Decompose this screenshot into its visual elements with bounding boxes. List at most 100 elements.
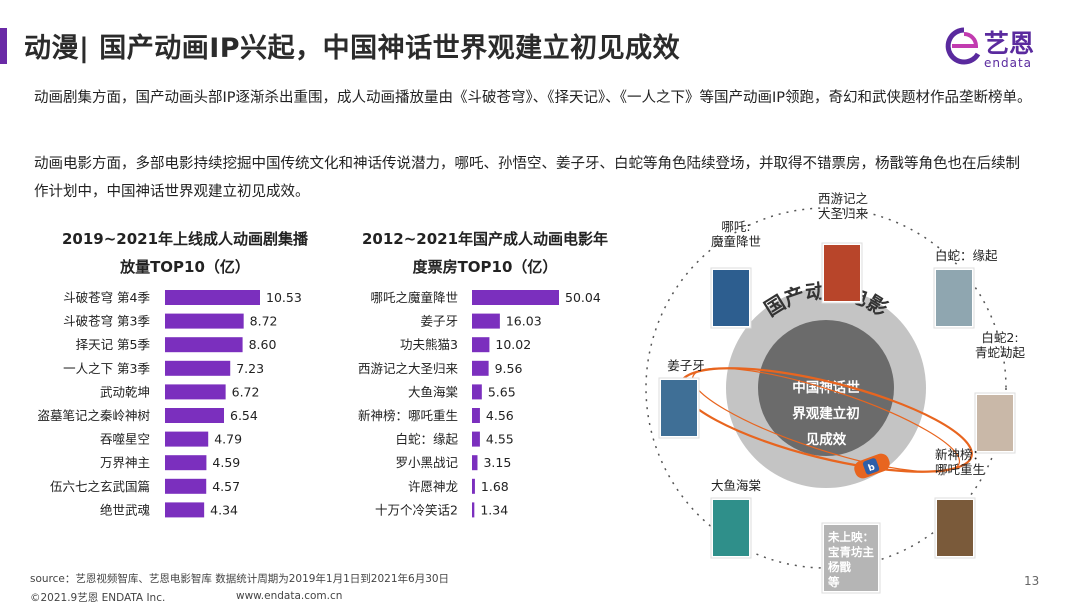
capsule-icon: b bbox=[854, 453, 890, 479]
chart2-value-label: 1.68 bbox=[481, 479, 509, 494]
film-label-line2: 青蛇劫起 bbox=[975, 345, 1026, 360]
svg-text:b: b bbox=[867, 462, 877, 474]
chart2-bar bbox=[472, 337, 490, 353]
chart2-value-label: 9.56 bbox=[495, 361, 523, 376]
right-chart-title-line1: 2012~2021年国产成人动画电影年 bbox=[361, 230, 609, 248]
film-node: 哪吒:魔童降世 bbox=[710, 219, 761, 329]
center-text-line3: 见成效 bbox=[806, 431, 847, 448]
right-chart-title-line2: 度票房TOP10（亿） bbox=[412, 258, 558, 276]
film-label-line1: 大鱼海棠 bbox=[711, 478, 762, 493]
film-poster bbox=[937, 500, 973, 556]
chart1-category-label: 斗破苍穹 第3季 bbox=[63, 314, 150, 329]
chart1-value-label: 7.23 bbox=[236, 361, 264, 376]
chart2-bar bbox=[472, 431, 480, 447]
logo-text-en: endata bbox=[984, 56, 1033, 70]
unreleased-film-text: 等 bbox=[827, 575, 840, 589]
chart1-value-label: 4.59 bbox=[212, 455, 240, 470]
paragraph-series: 动画剧集方面，国产动画头部IP逐渐杀出重围，成人动画播放量由《斗破苍穹》、《择天… bbox=[34, 90, 1032, 106]
chart1-value-label: 4.34 bbox=[210, 502, 238, 517]
film-poster bbox=[713, 500, 749, 556]
paragraph-films: 动画电影方面，多部电影持续挖掘中国传统文化和神话传说潜力，哪吒、孙悟空、姜子牙、… bbox=[34, 156, 1020, 200]
chart2-bar bbox=[472, 478, 475, 494]
film-poster bbox=[936, 270, 972, 326]
film-label-line2: 大圣归来 bbox=[818, 206, 869, 221]
film-poster bbox=[977, 395, 1013, 451]
chart1-value-label: 10.53 bbox=[266, 290, 302, 305]
film-label-line2: 魔童降世 bbox=[711, 234, 761, 249]
film-node: 西游记之大圣归来 bbox=[818, 191, 869, 304]
chart1-bar bbox=[165, 408, 225, 423]
unreleased-film-text: 杨戬 bbox=[828, 560, 851, 574]
chart1-bar bbox=[165, 360, 231, 376]
chart1-value-label: 6.72 bbox=[232, 384, 260, 399]
left-chart-title: 2019~2021年上线成人动画剧集播 放量TOP10（亿） bbox=[40, 225, 330, 281]
chart2-category-label: 西游记之大圣归来 bbox=[358, 361, 459, 376]
chart1-category-label: 武动乾坤 bbox=[100, 384, 150, 399]
page-number: 13 bbox=[1024, 574, 1040, 588]
chart1-bar bbox=[165, 290, 260, 305]
chart2-bar bbox=[472, 360, 489, 376]
chart2-bar bbox=[472, 502, 475, 518]
chart2-value-label: 10.02 bbox=[495, 337, 531, 352]
page-title: 动漫| 国产动画IP兴起，中国神话世界观建立初见成效 bbox=[24, 33, 681, 64]
chart2-value-label: 50.04 bbox=[565, 290, 601, 305]
center-text-line2: 界观建立初 bbox=[792, 405, 860, 422]
chart1-category-label: 斗破苍穹 第4季 bbox=[63, 290, 150, 305]
left-chart-title-line1: 2019~2021年上线成人动画剧集播 bbox=[61, 230, 309, 248]
chart2-bar bbox=[472, 408, 480, 423]
chart1-category-label: 绝世武魂 bbox=[100, 502, 150, 517]
chart1-bar bbox=[165, 313, 244, 329]
chart2-value-label: 16.03 bbox=[506, 314, 542, 329]
film-label-line2: 哪吒重生 bbox=[935, 462, 985, 477]
chart2-category-label: 十万个冷笑话2 bbox=[375, 502, 458, 517]
film-label-line1: 白蛇：缘起 bbox=[935, 248, 998, 263]
website-link[interactable]: www.endata.com.cn bbox=[236, 590, 343, 602]
left-chart-title-line2: 放量TOP10（亿） bbox=[120, 258, 250, 276]
endata-logo-icon bbox=[945, 27, 981, 65]
film-poster bbox=[824, 245, 860, 301]
film-poster bbox=[661, 380, 697, 436]
chart2-value-label: 3.15 bbox=[483, 455, 511, 470]
chart2-value-label: 4.56 bbox=[486, 408, 514, 423]
film-label-line1: 姜子牙 bbox=[667, 358, 705, 373]
chart1-bar bbox=[165, 455, 207, 471]
film-poster bbox=[713, 270, 749, 326]
copyright: ©2021.9艺恩 ENDATA Inc. bbox=[30, 592, 166, 604]
chart2-bar bbox=[472, 384, 482, 400]
chart1-value-label: 6.54 bbox=[230, 408, 258, 423]
chart1-category-label: 万界神主 bbox=[100, 455, 150, 470]
chart2-value-label: 4.55 bbox=[486, 432, 514, 447]
chart2-category-label: 新神榜：哪吒重生 bbox=[358, 408, 458, 423]
unreleased-film-text: 未上映： bbox=[827, 530, 874, 544]
chart2-category-label: 功夫熊猫3 bbox=[400, 337, 458, 352]
film-node: 白蛇：缘起 bbox=[933, 248, 998, 329]
film-label-line1: 哪吒: bbox=[721, 219, 750, 234]
chart1-category-label: 盗墓笔记之秦岭神树 bbox=[37, 408, 150, 423]
film-poster bbox=[824, 525, 878, 591]
film-label-line1: 新神榜： bbox=[935, 447, 985, 462]
title-accent-bar bbox=[0, 28, 7, 64]
chart2-bar bbox=[472, 290, 559, 305]
orange-orbit-inner bbox=[691, 367, 961, 473]
chart1-value-label: 8.72 bbox=[250, 314, 278, 329]
endata-logo: 艺恩 endata bbox=[944, 22, 1054, 78]
chart1-category-label: 一人之下 第3季 bbox=[63, 361, 150, 376]
chart1-bar bbox=[165, 478, 207, 494]
chart2-category-label: 许愿神龙 bbox=[408, 479, 458, 494]
logo-text-cn: 艺恩 bbox=[984, 29, 1035, 58]
right-chart-title: 2012~2021年国产成人动画电影年 度票房TOP10（亿） bbox=[345, 225, 625, 281]
film-node: 白蛇2:青蛇劫起 bbox=[974, 330, 1026, 454]
chart2-category-label: 姜子牙 bbox=[420, 314, 458, 329]
film-node: 姜子牙 bbox=[658, 358, 705, 439]
film-node: 新神榜：哪吒重生 bbox=[934, 447, 985, 559]
chart1-category-label: 伍六七之玄武国篇 bbox=[50, 479, 150, 494]
chart2-value-label: 1.34 bbox=[480, 502, 508, 517]
chart1-value-label: 4.57 bbox=[212, 479, 240, 494]
chart1-bar bbox=[165, 384, 226, 400]
chart1-category-label: 吞噬星空 bbox=[100, 432, 150, 447]
chart1-bar bbox=[165, 502, 205, 518]
chart2-category-label: 哪吒之魔童降世 bbox=[370, 290, 458, 305]
